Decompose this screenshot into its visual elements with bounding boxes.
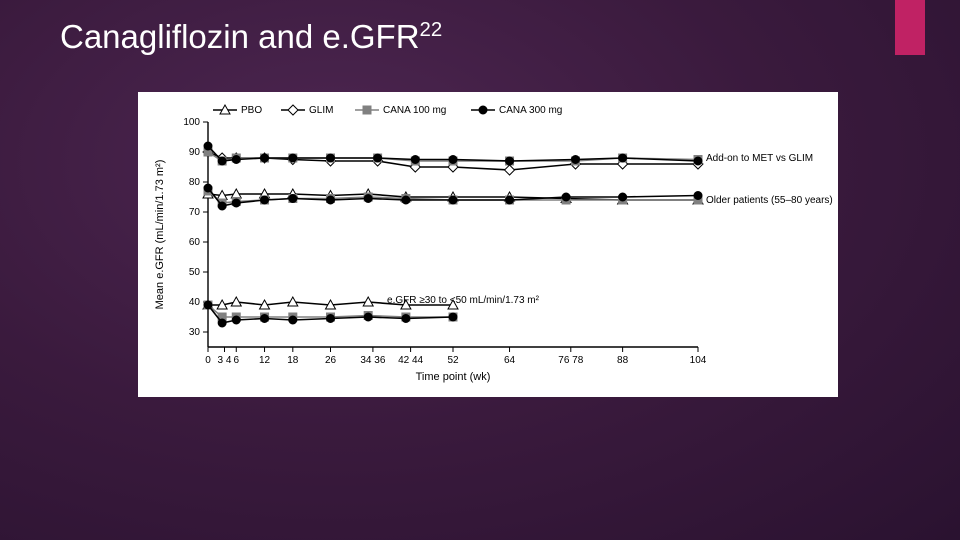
svg-text:34 36: 34 36 xyxy=(360,355,385,366)
svg-text:Older patients (55–80 years): Older patients (55–80 years) xyxy=(706,195,833,206)
svg-text:60: 60 xyxy=(189,237,201,248)
svg-text:52: 52 xyxy=(447,355,459,366)
svg-text:64: 64 xyxy=(504,355,516,366)
svg-text:90: 90 xyxy=(189,147,201,158)
svg-text:PBO: PBO xyxy=(241,105,262,116)
title-sup: 22 xyxy=(420,18,443,41)
title-text: Canagliflozin and e.GFR xyxy=(60,18,420,55)
svg-text:3 4: 3 4 xyxy=(218,355,232,366)
svg-text:104: 104 xyxy=(690,355,707,366)
svg-text:0: 0 xyxy=(205,355,211,366)
svg-text:100: 100 xyxy=(183,117,200,128)
svg-text:12: 12 xyxy=(259,355,271,366)
svg-text:76 78: 76 78 xyxy=(558,355,583,366)
svg-text:GLIM: GLIM xyxy=(309,105,333,116)
svg-text:6: 6 xyxy=(233,355,239,366)
chart-container: 30 40 50 60 70 80 90 100 0 3 46 12 18 26 34 36 42 44 52… xyxy=(138,92,838,397)
accent-bar xyxy=(895,0,925,55)
svg-text:e.GFR ≥30 to <50 mL/min/1.73 m: e.GFR ≥30 to <50 mL/min/1.73 m² xyxy=(387,295,540,306)
svg-text:CANA 300 mg: CANA 300 mg xyxy=(499,105,562,116)
slide-background: Canagliflozin and e.GFR22 30405060708090… xyxy=(0,0,960,540)
svg-text:CANA 100 mg: CANA 100 mg xyxy=(383,105,446,116)
svg-text:18: 18 xyxy=(287,355,299,366)
svg-text:80: 80 xyxy=(189,177,201,188)
svg-text:88: 88 xyxy=(617,355,629,366)
svg-text:70: 70 xyxy=(189,207,201,218)
svg-text:26: 26 xyxy=(325,355,337,366)
svg-text:40: 40 xyxy=(189,297,201,308)
svg-text:30: 30 xyxy=(189,327,201,338)
svg-text:42 44: 42 44 xyxy=(398,355,423,366)
svg-text:50: 50 xyxy=(189,267,201,278)
svg-text:Add-on to MET vs GLIM: Add-on to MET vs GLIM xyxy=(706,153,813,164)
svg-text:Mean e.GFR (mL/min/1.73 m²): Mean e.GFR (mL/min/1.73 m²) xyxy=(154,160,166,310)
svg-text:Time point (wk): Time point (wk) xyxy=(416,371,491,383)
egfr-chart: 30 40 50 60 70 80 90 100 0 3 46 12 18 26 34 36 42 44 52… xyxy=(138,92,838,397)
slide-title: Canagliflozin and e.GFR22 xyxy=(60,18,442,56)
